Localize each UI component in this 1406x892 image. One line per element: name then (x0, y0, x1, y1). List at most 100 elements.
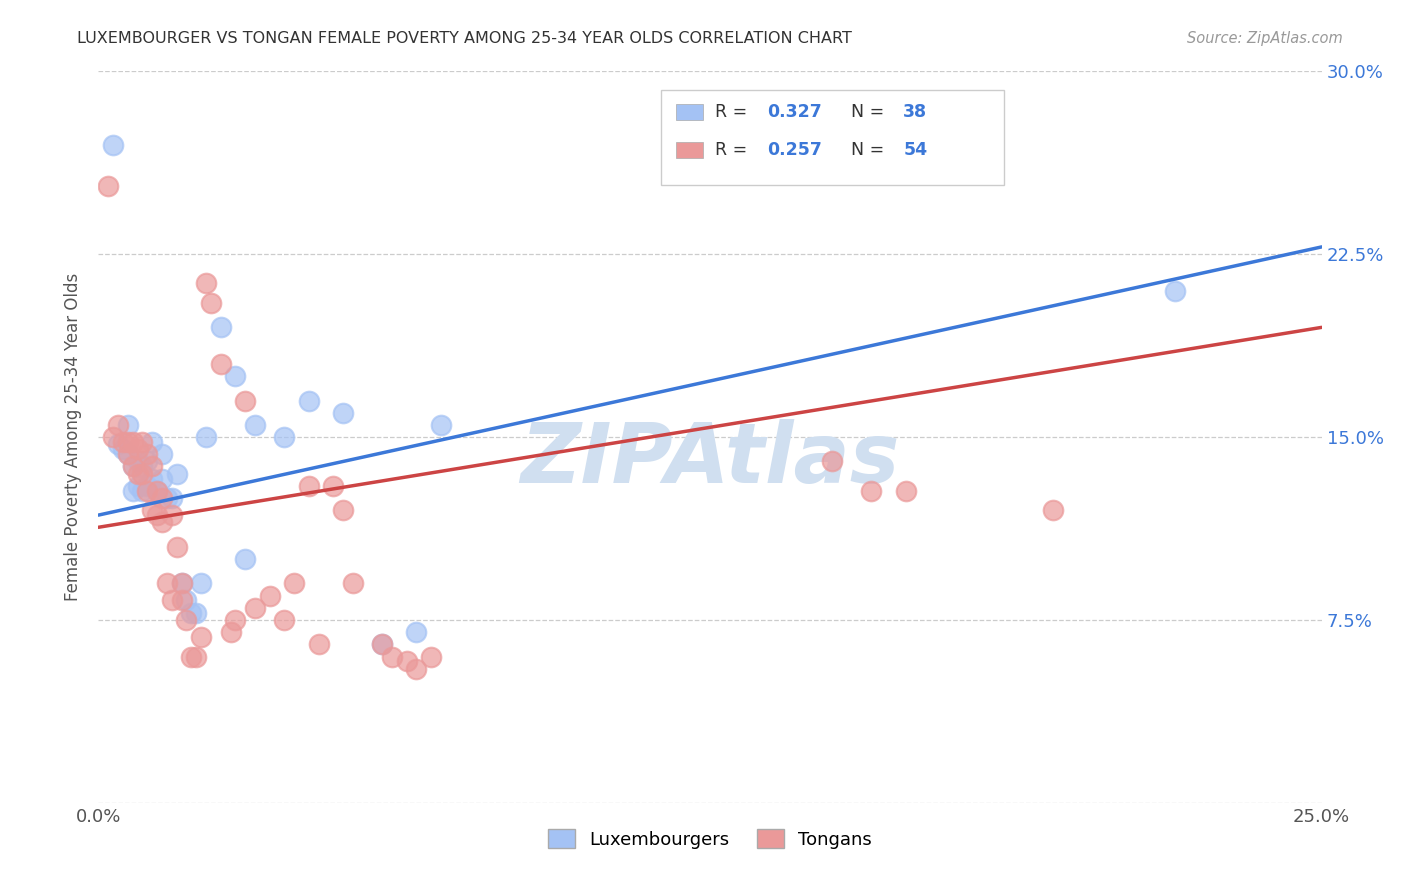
Point (430, 417, 453, 432)
Point (101, 137, 124, 152)
Point (136, 447, 159, 461)
Text: 54: 54 (903, 141, 928, 159)
Point (160, 508, 183, 522)
Point (170, 576, 193, 591)
Point (121, 483, 143, 498)
Text: LUXEMBOURGER VS TONGAN FEMALE POVERTY AMONG 25-34 YEAR OLDS CORRELATION CHART: LUXEMBOURGER VS TONGAN FEMALE POVERTY AM… (77, 31, 852, 46)
Point (170, 593, 193, 607)
FancyBboxPatch shape (661, 90, 1004, 185)
Point (224, 613, 246, 627)
Point (233, 393, 256, 408)
Point (308, 637, 330, 651)
Point (127, 467, 149, 481)
Point (146, 508, 169, 522)
Point (395, 654, 418, 668)
Point (180, 649, 202, 664)
Point (117, 447, 139, 461)
Point (176, 613, 198, 627)
Point (195, 430, 218, 444)
Point (259, 589, 281, 603)
Point (150, 471, 173, 485)
Point (150, 447, 173, 461)
Point (160, 593, 183, 607)
Text: 0.327: 0.327 (768, 103, 823, 120)
Point (1042, 503, 1064, 517)
Point (405, 625, 427, 640)
Point (176, 593, 198, 607)
Point (121, 459, 143, 474)
Point (371, 637, 394, 651)
Text: ZIPAtlas: ZIPAtlas (520, 418, 900, 500)
Point (283, 576, 305, 591)
Point (111, 442, 134, 457)
Point (121, 434, 143, 449)
Point (332, 406, 354, 420)
Point (131, 483, 153, 498)
Point (342, 576, 364, 591)
Point (233, 552, 256, 566)
Point (160, 491, 183, 505)
Text: R =: R = (714, 141, 752, 159)
Point (322, 479, 344, 493)
Point (1164, 284, 1187, 298)
Point (156, 491, 179, 505)
Point (156, 576, 179, 591)
Point (298, 393, 321, 408)
Point (136, 479, 159, 493)
Point (141, 459, 163, 474)
Point (127, 454, 149, 468)
Point (166, 540, 188, 554)
Point (97, 178, 120, 193)
Point (146, 483, 169, 498)
Point (131, 434, 153, 449)
Point (166, 467, 188, 481)
Point (894, 483, 917, 498)
Text: 0.257: 0.257 (768, 141, 823, 159)
Point (180, 606, 202, 620)
Point (150, 516, 173, 530)
Bar (676, 142, 703, 158)
Point (219, 625, 242, 640)
Point (190, 576, 212, 591)
Point (107, 417, 129, 432)
Point (131, 467, 153, 481)
Bar (676, 103, 703, 120)
Point (200, 296, 222, 310)
Point (170, 576, 193, 591)
Text: R =: R = (714, 103, 752, 120)
Point (141, 471, 163, 485)
Point (209, 320, 232, 334)
Point (195, 277, 218, 291)
Point (243, 600, 266, 615)
Point (127, 442, 149, 457)
Point (131, 459, 153, 474)
Point (136, 454, 159, 468)
Point (101, 430, 124, 444)
Point (146, 483, 169, 498)
Point (190, 630, 212, 644)
Point (371, 637, 394, 651)
Point (121, 459, 143, 474)
Text: N =: N = (851, 103, 890, 120)
Point (127, 479, 149, 493)
Text: 38: 38 (903, 103, 928, 120)
Point (821, 454, 844, 468)
Point (332, 503, 354, 517)
Point (117, 434, 139, 449)
Point (860, 483, 883, 498)
Point (141, 434, 163, 449)
Point (107, 437, 129, 451)
Point (117, 447, 139, 461)
Point (136, 483, 159, 498)
Point (273, 430, 295, 444)
Point (243, 417, 266, 432)
Text: Source: ZipAtlas.com: Source: ZipAtlas.com (1187, 31, 1343, 46)
Point (186, 649, 208, 664)
Text: N =: N = (851, 141, 890, 159)
Point (117, 417, 139, 432)
Point (111, 434, 134, 449)
Point (420, 649, 443, 664)
Point (405, 662, 427, 676)
Y-axis label: Female Poverty Among 25-34 Year Olds: Female Poverty Among 25-34 Year Olds (65, 273, 83, 601)
Point (150, 491, 173, 505)
